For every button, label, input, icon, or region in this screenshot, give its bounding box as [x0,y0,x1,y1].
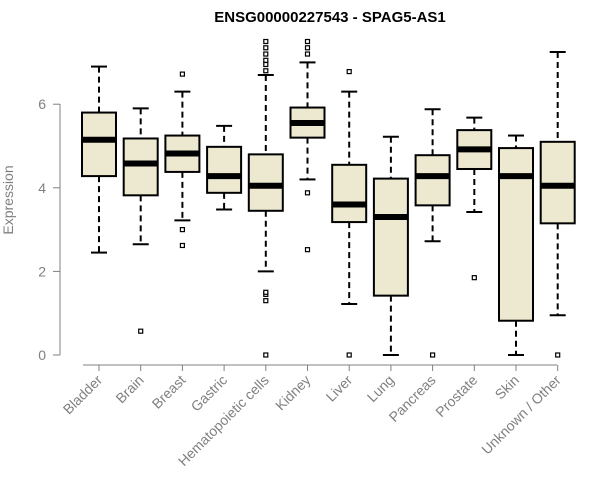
outlier-point [179,242,185,249]
outlier-point [263,38,269,45]
outlier-point [138,328,144,334]
y-tick-label: 2 [38,263,46,279]
outlier-point [304,38,311,45]
outlier-point [304,247,311,253]
x-tick-label: Liver [323,372,356,405]
y-axis-label: Expression [0,165,16,234]
box-group [289,38,326,253]
box-iqr [331,163,368,224]
box-group [247,38,284,358]
box-group [164,71,201,249]
box-iqr [206,145,243,194]
x-tick-label: Kidney [272,372,314,414]
y-tick-label: 0 [38,347,46,363]
box-group [498,134,534,356]
outlier-point [263,289,269,295]
box-iqr [81,111,117,178]
outlier-point [263,61,269,68]
box-group [331,68,368,358]
box-group [122,107,159,334]
outlier-point [304,45,311,51]
box-group [456,116,493,281]
outlier-point [263,352,269,358]
outlier-point [179,71,185,77]
outlier-point [304,51,311,57]
y-ticks: 0 2 4 6 [38,96,60,363]
outlier-point [346,68,352,75]
outlier-point [555,352,561,358]
x-tick-label: Brain [112,372,146,406]
outlier-point [263,45,269,51]
box-group [372,135,409,356]
x-tick-label: Lung [364,372,397,405]
box-group [206,124,243,211]
y-tick-label: 4 [38,180,46,196]
outlier-point [430,352,436,358]
box-iqr [539,140,576,225]
x-tick-label: Bladder [60,372,106,418]
outlier-point [471,275,477,281]
outlier-point [263,68,269,74]
box-iqr [372,177,409,297]
x-tick-label: Breast [149,372,189,412]
outlier-point [263,298,269,304]
y-tick-label: 6 [38,96,46,112]
outlier-point [263,51,269,57]
outlier-point [263,57,269,63]
x-tick-label: Unknown / Other [478,372,564,458]
outlier-point [346,352,352,358]
box-iqr [247,153,284,212]
box-iqr [414,154,451,207]
box-group [414,108,451,358]
x-tick-label: Prostate [432,372,480,420]
chart-title: ENSG00000227543 - SPAG5-AS1 [214,9,446,26]
box-group [539,50,576,358]
boxes [81,38,576,358]
box-iqr [122,137,159,197]
box-group [81,65,117,254]
x-tick-label: Skin [492,372,523,403]
outlier-point [179,227,185,233]
outlier-point [304,190,311,196]
